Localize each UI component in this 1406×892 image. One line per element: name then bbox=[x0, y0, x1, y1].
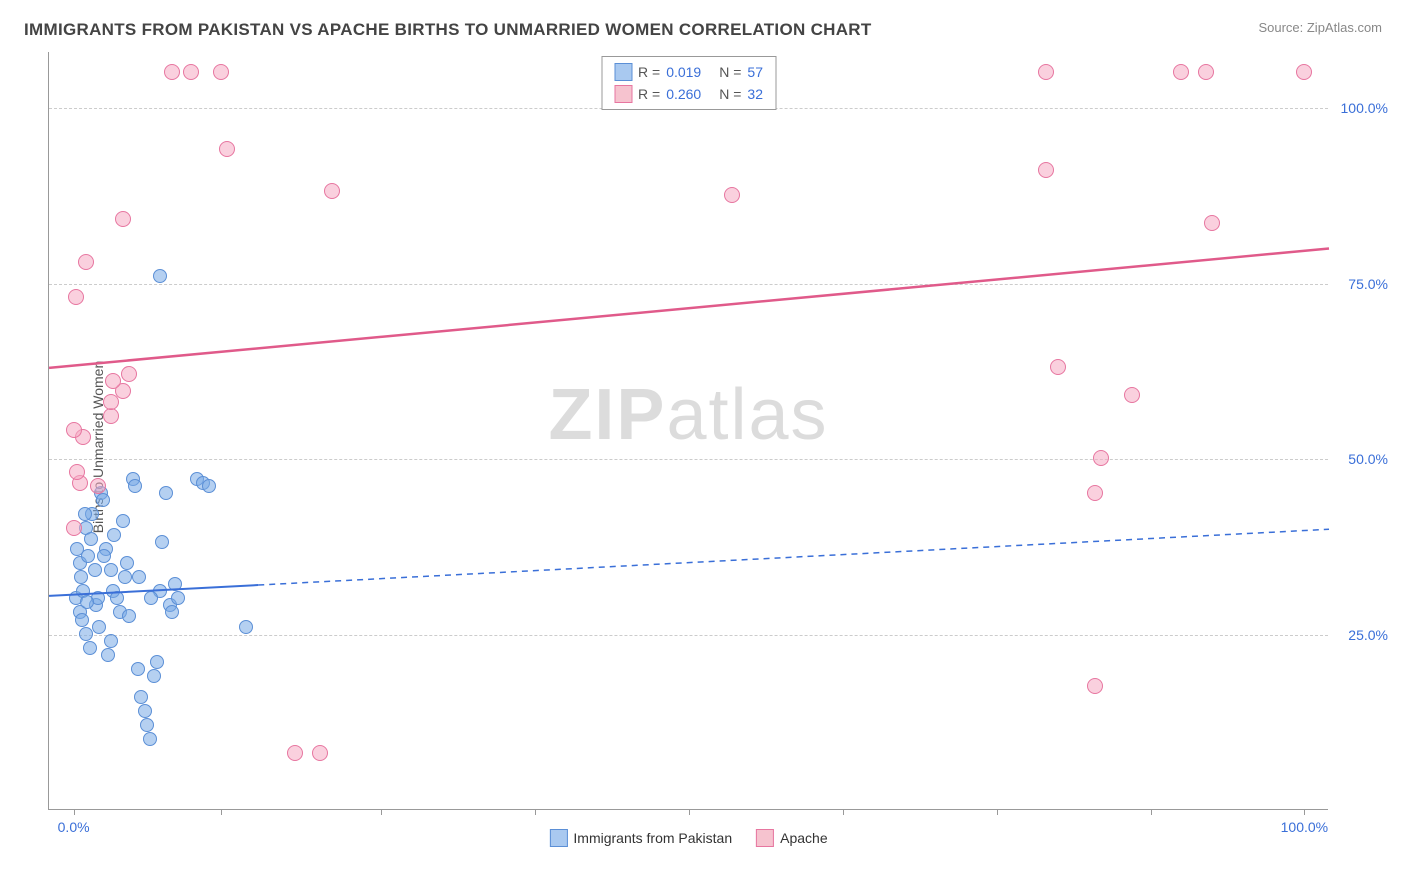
source-label: Source: ZipAtlas.com bbox=[1258, 20, 1382, 35]
n-value-pink: 32 bbox=[747, 86, 763, 102]
legend-swatch-pink bbox=[614, 85, 632, 103]
y-tick-label: 25.0% bbox=[1348, 627, 1388, 643]
y-tick-label: 100.0% bbox=[1341, 100, 1388, 116]
legend-swatch-blue bbox=[549, 829, 567, 847]
series-legend-item: Apache bbox=[756, 829, 827, 847]
correlation-legend-row: R = 0.260 N = 32 bbox=[614, 83, 763, 105]
legend-swatch-pink bbox=[756, 829, 774, 847]
series-legend-item: Immigrants from Pakistan bbox=[549, 829, 732, 847]
legend-swatch-blue bbox=[614, 63, 632, 81]
correlation-legend: R = 0.019 N = 57 R = 0.260 N = 32 bbox=[601, 56, 776, 110]
chart-title: IMMIGRANTS FROM PAKISTAN VS APACHE BIRTH… bbox=[24, 20, 872, 40]
r-value-pink: 0.260 bbox=[666, 86, 701, 102]
x-tick-label: 0.0% bbox=[58, 819, 90, 835]
scatter-plot: ZIPatlas R = 0.019 N = 57 R = 0.260 N = … bbox=[48, 52, 1328, 810]
y-tick-label: 75.0% bbox=[1348, 276, 1388, 292]
series-label: Immigrants from Pakistan bbox=[573, 830, 732, 846]
chart-container: Births to Unmarried Women ZIPatlas R = 0… bbox=[48, 52, 1382, 842]
correlation-legend-row: R = 0.019 N = 57 bbox=[614, 61, 763, 83]
y-tick-label: 50.0% bbox=[1348, 451, 1388, 467]
r-value-blue: 0.019 bbox=[666, 64, 701, 80]
trend-lines-layer bbox=[49, 52, 1329, 810]
series-legend: Immigrants from Pakistan Apache bbox=[549, 829, 827, 847]
x-tick-label: 100.0% bbox=[1281, 819, 1328, 835]
series-label: Apache bbox=[780, 830, 827, 846]
n-value-blue: 57 bbox=[747, 64, 763, 80]
